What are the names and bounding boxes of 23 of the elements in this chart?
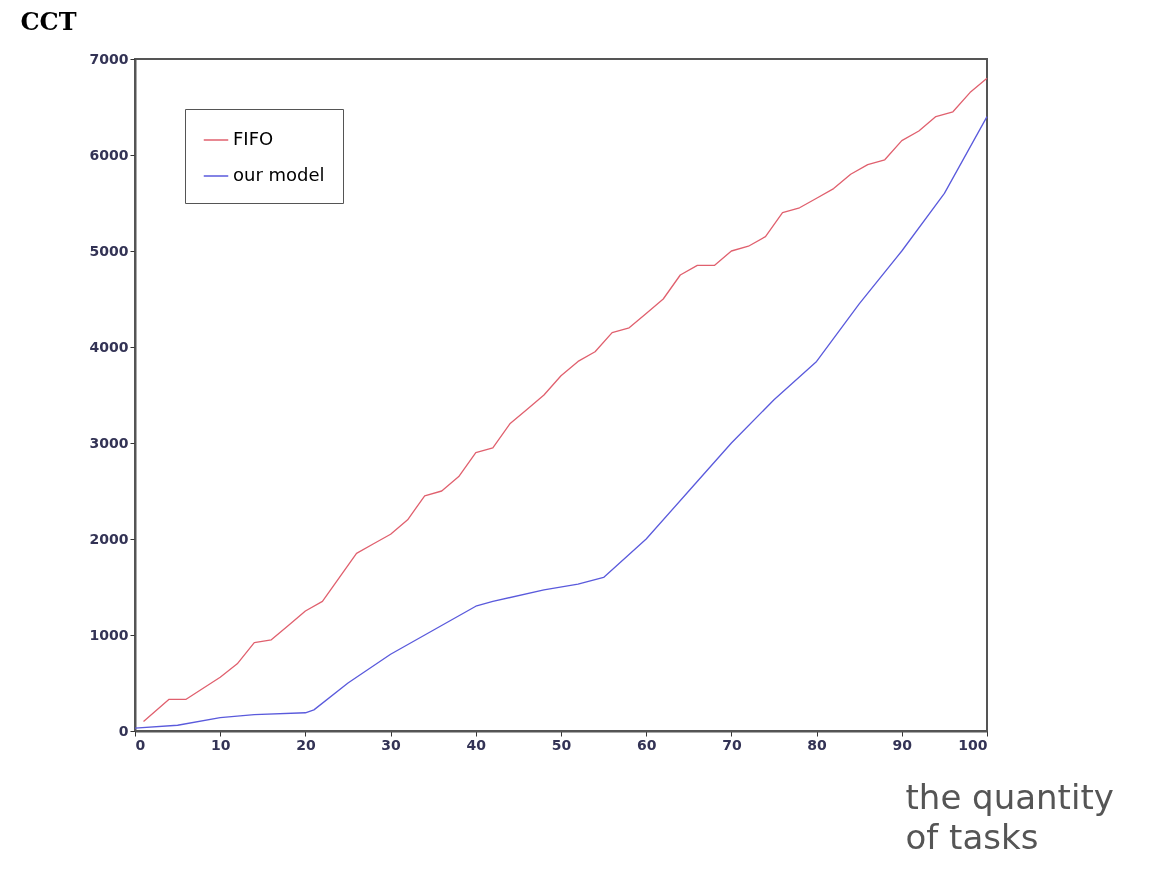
x-tick-label: 90: [892, 736, 913, 753]
y-tick-label: 5000: [89, 242, 129, 259]
y-axis-title: CCT: [20, 6, 77, 36]
x-tick-label: 10: [210, 736, 231, 753]
x-tick-label: 70: [722, 736, 742, 753]
y-tick-label: 4000: [89, 338, 129, 355]
x-tick-label: 20: [296, 736, 316, 753]
x-tick-label: 40: [466, 736, 487, 753]
x-axis-title: the quantity of tasks: [905, 776, 1114, 857]
x-tick-label: 60: [636, 736, 657, 753]
y-tick-label: 1000: [89, 626, 129, 643]
x-tick-label: 80: [807, 736, 828, 753]
x-tick-label: 50: [551, 736, 572, 753]
y-tick-label: 3000: [89, 434, 129, 451]
legend-label: FIFO: [233, 128, 274, 149]
x-tick-label: 100: [958, 736, 988, 753]
y-tick-label: 6000: [89, 146, 129, 163]
x-tick-label: 30: [381, 736, 402, 753]
y-tick-label: 2000: [89, 530, 129, 547]
legend-label: our model: [233, 164, 325, 185]
x-tick-label: 0: [135, 736, 146, 753]
y-tick-label: 7000: [89, 50, 129, 67]
y-tick-label: 0: [118, 722, 129, 739]
